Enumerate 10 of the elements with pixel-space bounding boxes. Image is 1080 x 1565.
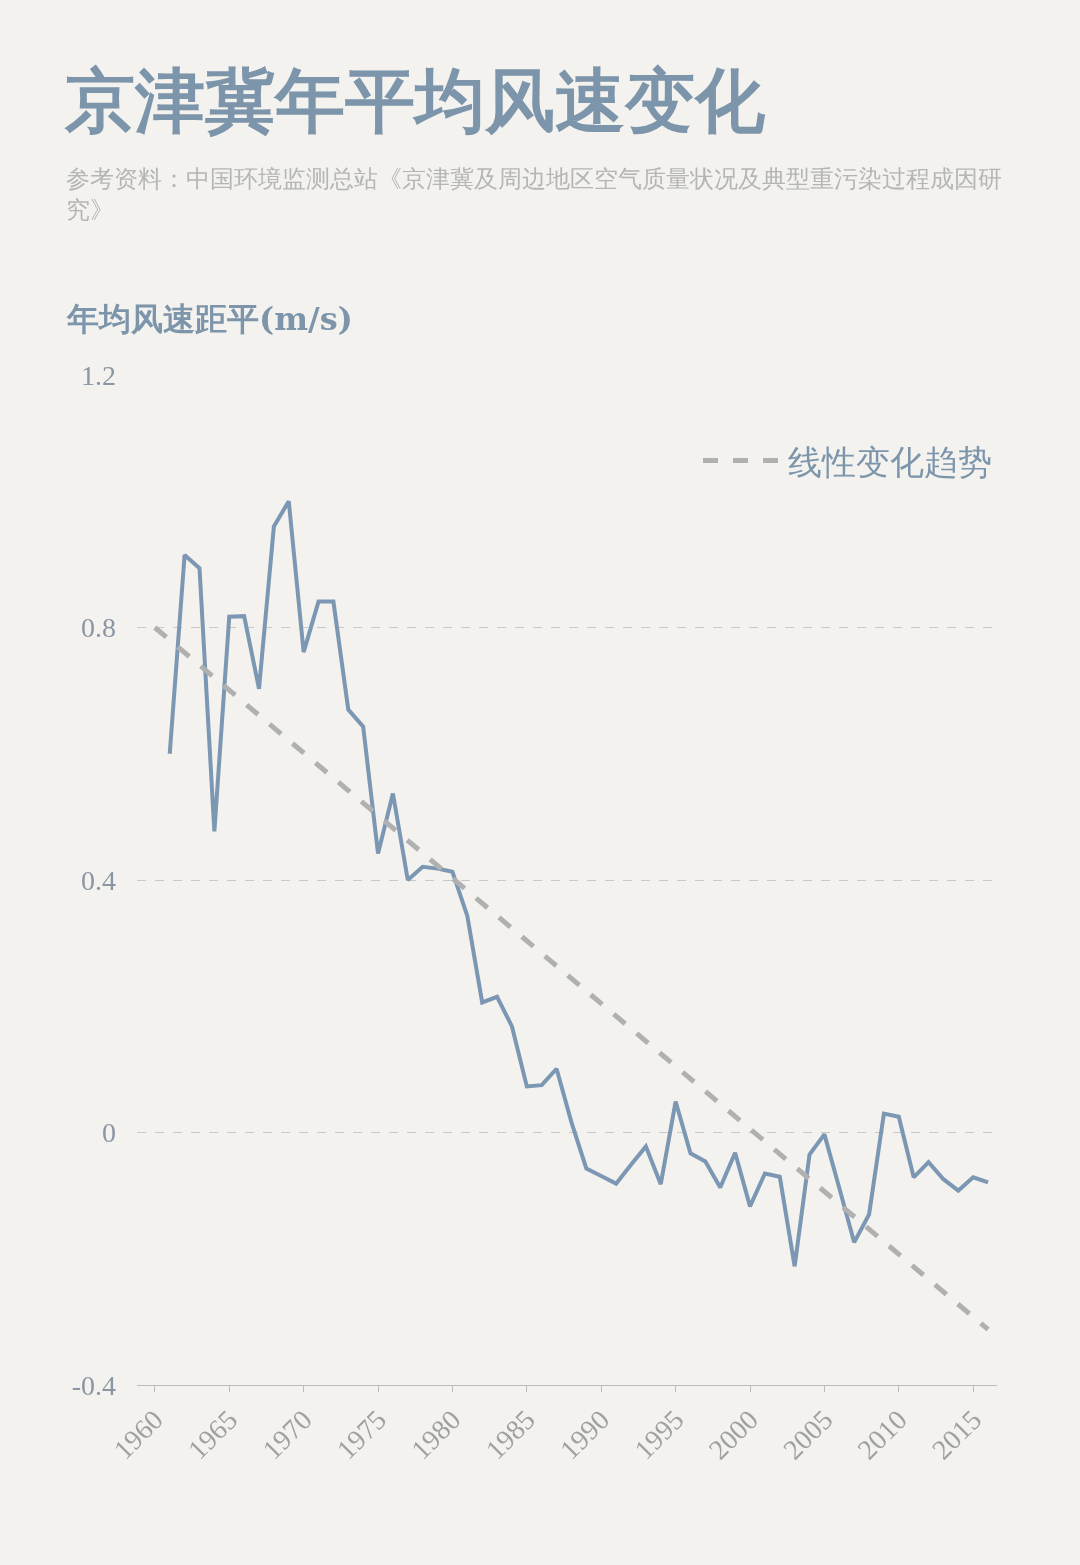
chart-subtitle: 参考资料：中国环境监测总站《京津冀及周边地区空气质量状况及典型重污染过程成因研究》 xyxy=(66,165,1002,225)
chart-title: 京津冀年平均风速变化 xyxy=(63,58,766,142)
y-axis-title: 年均风速距平(m/s) xyxy=(66,300,353,338)
y-tick-label: 0 xyxy=(102,1117,116,1149)
y-tick-label: 0.8 xyxy=(81,612,116,644)
y-tick-label: 0.4 xyxy=(81,864,116,896)
y-tick-label: 1.2 xyxy=(81,359,116,391)
legend-label: 线性变化趋势 xyxy=(788,441,992,482)
y-tick-label: -0.4 xyxy=(71,1369,116,1401)
line-series xyxy=(167,499,991,1269)
